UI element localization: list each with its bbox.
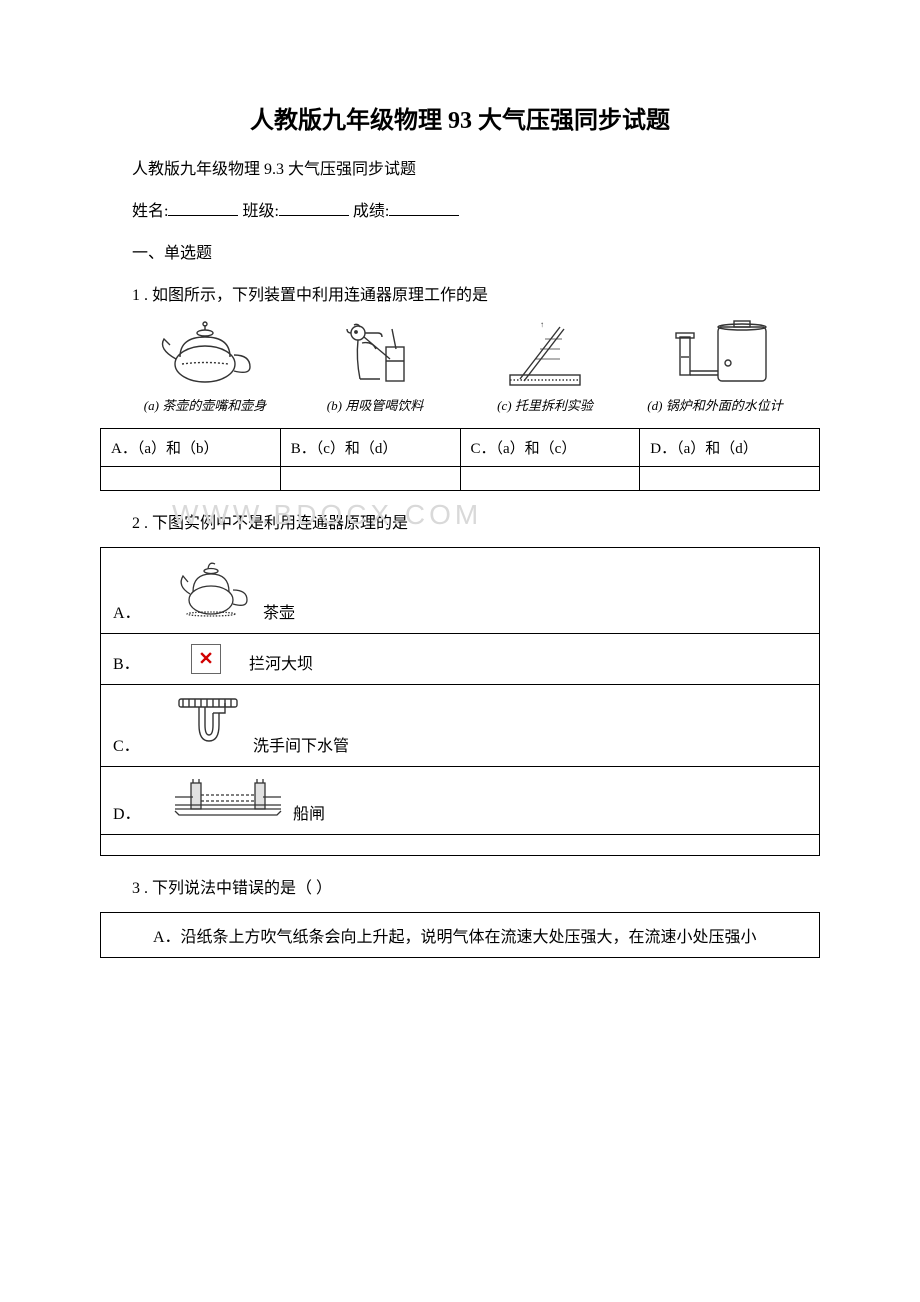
subtitle: 人教版九年级物理 9.3 大气压强同步试题 <box>100 155 820 179</box>
caption-d: (d) 锅炉和外面的水位计 <box>630 395 800 414</box>
q1-blank-d <box>640 467 820 491</box>
q1-opt-b: B．（c）和（d） <box>280 429 460 467</box>
q2-opt-c: C． 洗手间下水管 <box>101 685 820 767</box>
q3-text: 3 . 下列说法中错误的是（ ） <box>100 874 820 898</box>
drain-pipe-icon <box>173 695 243 756</box>
class-label: 班级: <box>242 203 278 220</box>
q2-b-label: 拦河大坝 <box>249 656 313 673</box>
q2-c-letter: C． <box>113 732 163 756</box>
form-row: 姓名: 班级: 成绩: <box>100 197 820 221</box>
caption-c: (c) 托里拆利实验 <box>460 395 630 414</box>
q1-blank-a <box>101 467 281 491</box>
ship-lock-icon <box>173 777 283 824</box>
q2-c-label: 洗手间下水管 <box>253 738 349 755</box>
q2-options-table: A． 茶壶 B． <box>100 547 820 856</box>
q1-blank-c <box>460 467 640 491</box>
q1-diagrams: ↑ <box>100 319 820 389</box>
diagram-torricelli: ↑ <box>460 319 630 389</box>
q1-opt-c: C．（a）和（c） <box>460 429 640 467</box>
q2-d-label: 船闸 <box>293 806 325 823</box>
q2-a-letter: A． <box>113 599 163 623</box>
q2-text-wrap: 2 . 下图实例中不是利用连通器原理的是 WWW.BDOCX.COM <box>100 509 408 533</box>
score-label: 成绩: <box>353 203 389 220</box>
q2-opt-d: D． <box>101 767 820 835</box>
q2-blank <box>101 835 820 856</box>
svg-text:↑: ↑ <box>540 320 544 329</box>
name-label: 姓名: <box>132 203 168 220</box>
q1-opt-d: D．（a）和（d） <box>640 429 820 467</box>
q1-blank-b <box>280 467 460 491</box>
q3-table: A．沿纸条上方吹气纸条会向上升起，说明气体在流速大处压强大，在流速小处压强小 <box>100 912 820 958</box>
q2-text: 2 . 下图实例中不是利用连通器原理的是 <box>132 515 408 532</box>
diagram-straw <box>290 319 460 389</box>
q1-captions: (a) 茶壶的壶嘴和壶身 (b) 用吸管喝饮料 (c) 托里拆利实验 (d) 锅… <box>100 395 820 414</box>
name-blank <box>168 200 238 216</box>
q1-text: 1 . 如图所示，下列装置中利用连通器原理工作的是 <box>100 281 820 305</box>
q2-a-label: 茶壶 <box>263 605 295 622</box>
q2-opt-a: A． 茶壶 <box>101 548 820 634</box>
q2-b-letter: B． <box>113 650 163 674</box>
broken-image-icon <box>173 644 239 674</box>
diagram-teapot <box>120 319 290 389</box>
q2-opt-b: B． 拦河大坝 <box>101 634 820 685</box>
caption-b: (b) 用吸管喝饮料 <box>290 395 460 414</box>
q1-options-table: A．（a）和（b） B．（c）和（d） C．（a）和（c） D．（a）和（d） <box>100 428 820 491</box>
q2-d-letter: D． <box>113 800 163 824</box>
diagram-boiler <box>630 319 800 389</box>
class-blank <box>279 200 349 216</box>
teapot-icon <box>173 558 253 623</box>
score-blank <box>389 200 459 216</box>
q1-opt-a: A．（a）和（b） <box>101 429 281 467</box>
section-heading: 一、单选题 <box>100 239 820 263</box>
q3-a-text: A．沿纸条上方吹气纸条会向上升起，说明气体在流速大处压强大，在流速小处压强小 <box>113 923 807 947</box>
q3-opt-a: A．沿纸条上方吹气纸条会向上升起，说明气体在流速大处压强大，在流速小处压强小 <box>101 913 820 958</box>
page-title: 人教版九年级物理 93 大气压强同步试题 <box>100 100 820 135</box>
caption-a: (a) 茶壶的壶嘴和壶身 <box>120 395 290 414</box>
